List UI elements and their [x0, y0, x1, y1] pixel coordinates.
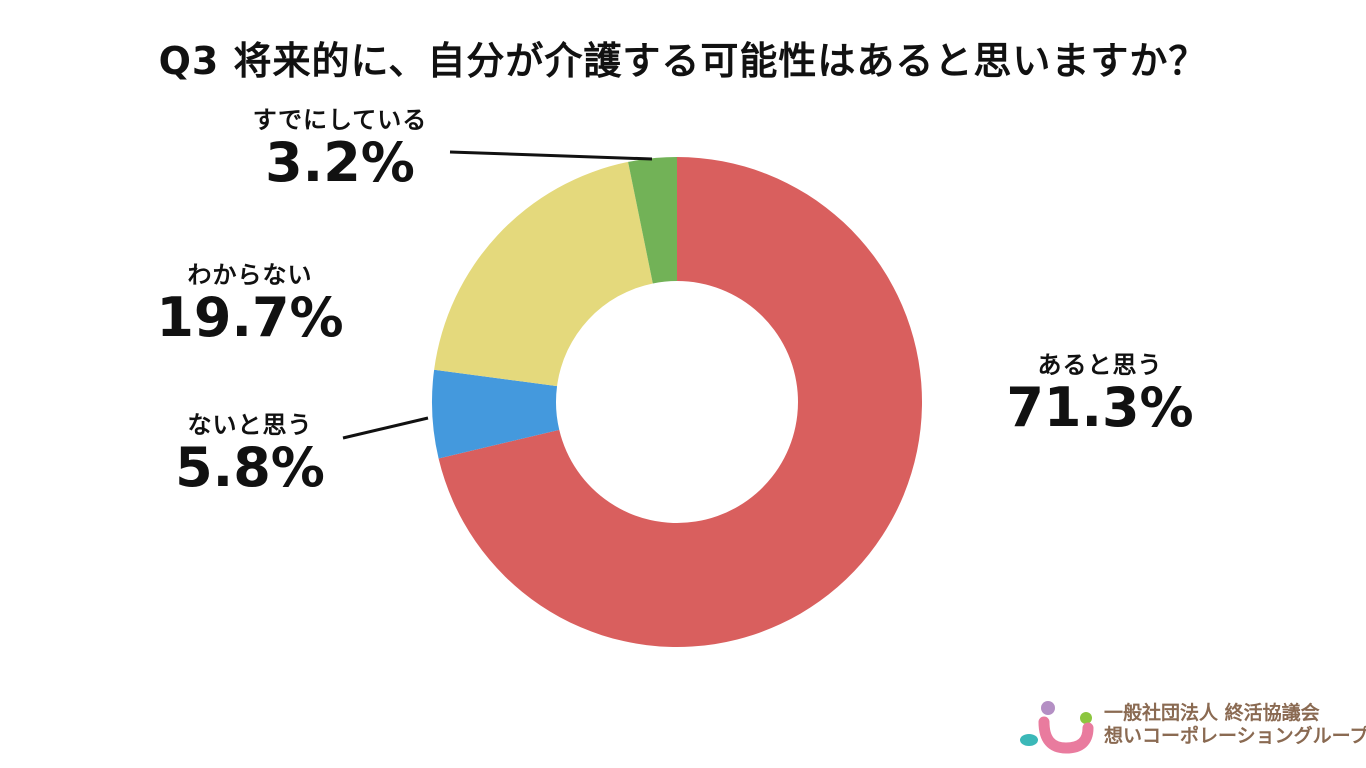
organization-logo: 一般社団法人 終活協議会 想いコーポレーショングループ — [1018, 698, 1366, 754]
logo-line-1: 一般社団法人 終活協議会 — [1104, 702, 1320, 724]
slice-percent: 5.8% — [175, 436, 325, 499]
logo-line-2: 想いコーポレーショングループ — [1104, 724, 1366, 747]
slice-あると思う — [438, 157, 922, 647]
slice-percent: 71.3% — [1006, 376, 1194, 439]
logo-text: 一般社団法人 終活協議会 想いコーポレーショングループ — [1104, 702, 1366, 748]
slice-percent: 3.2% — [265, 131, 415, 194]
slice-ないと思う — [431, 369, 560, 459]
logo-mark-icon — [1020, 701, 1094, 754]
slice-label-すでにしている: すでにしている 3.2% — [225, 100, 455, 192]
leader-line-すでにしている — [449, 150, 653, 161]
slice-percent: 19.7% — [156, 286, 344, 349]
slice-わからない — [434, 161, 653, 387]
slice-label-あると思う: あると思う 71.3% — [1000, 345, 1200, 437]
slice-name: わからない — [187, 261, 313, 289]
slice-label-ないと思う: ないと思う 5.8% — [160, 405, 340, 497]
slice-name: あると思う — [1037, 351, 1163, 379]
leader-line-ないと思う — [342, 416, 429, 440]
slice-name: すでにしている — [252, 106, 428, 134]
slice-すでにしている — [628, 157, 677, 284]
slice-label-わからない: わからない 19.7% — [150, 255, 350, 347]
chart-title: Q3 将来的に、自分が介護する可能性はあると思いますか？ — [158, 39, 1208, 83]
slice-name: ないと思う — [187, 411, 313, 439]
